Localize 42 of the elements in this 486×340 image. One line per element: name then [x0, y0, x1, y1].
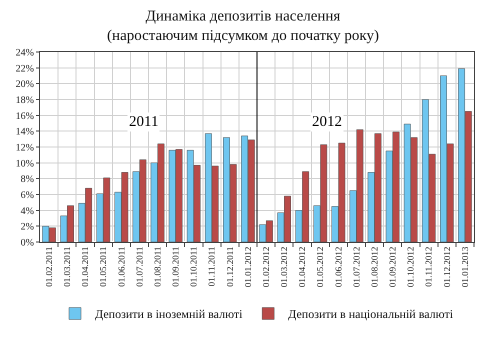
x-tick-label: 01.06.2012: [333, 246, 344, 288]
x-tick-label: 01.02.2011: [44, 246, 54, 287]
x-tick-label: 01.02.2012: [260, 246, 271, 288]
y-tick-label: 0%: [20, 238, 34, 248]
x-tick-label: 01.09.2011: [170, 246, 181, 287]
x-tick-label: 01.04.2012: [297, 246, 308, 288]
chart-title: Динаміка депозитів населення (наростаючим підсумком до початку року): [107, 8, 379, 44]
x-tick-label: 01.08.2012: [369, 246, 380, 288]
x-tick-label: 01.12.2011: [224, 246, 235, 287]
x-tick-label: 01.07.2012: [351, 246, 362, 288]
y-tick-label: 20%: [16, 79, 34, 90]
x-tick-label: 01.05.2011: [98, 246, 108, 287]
y-tick-label: 24%: [16, 48, 34, 58]
y-tick-label: 6%: [20, 190, 34, 201]
legend-label: Депозити в національній валюті: [288, 307, 454, 322]
y-tick-label: 16%: [16, 110, 34, 122]
y-tick-label: 14%: [16, 126, 34, 138]
y-tick-label: 8%: [20, 174, 34, 186]
y-tick-label: 10%: [16, 158, 34, 170]
y-tick-label: 12%: [16, 142, 34, 154]
x-tick-label: 01.09.2012: [388, 246, 398, 288]
y-tick-label: 18%: [16, 95, 34, 106]
x-tick-label: 01.10.2011: [188, 246, 199, 287]
x-tick-label: 01.06.2011: [116, 246, 126, 287]
x-tick-label: 01.12.2012: [442, 246, 452, 288]
annotation: 2011: [129, 114, 158, 130]
x-tick-label: 01.07.2011: [134, 246, 144, 287]
legend-label: Депозити в іноземній валюті: [95, 307, 244, 322]
x-tick-label: 01.04.2011: [80, 246, 90, 287]
x-tick-label: 01.05.2012: [315, 246, 326, 288]
annotation: 2012: [312, 114, 342, 130]
y-tick-label: 22%: [16, 63, 34, 74]
x-tick-label: 01.03.2012: [279, 246, 290, 288]
x-tick-label: 01.03.2011: [62, 246, 72, 287]
y-tick-label: 2%: [20, 222, 34, 233]
x-tick-label: 01.01.2013: [460, 246, 470, 288]
x-tick-label: 01.10.2012: [406, 246, 416, 288]
x-tick-label: 01.01.2012: [242, 246, 253, 288]
y-tick-label: 4%: [20, 206, 34, 217]
x-tick-label: 01.11.2012: [424, 246, 434, 287]
x-tick-label: 01.11.2011: [206, 246, 217, 286]
x-tick-label: 01.08.2011: [152, 246, 162, 287]
